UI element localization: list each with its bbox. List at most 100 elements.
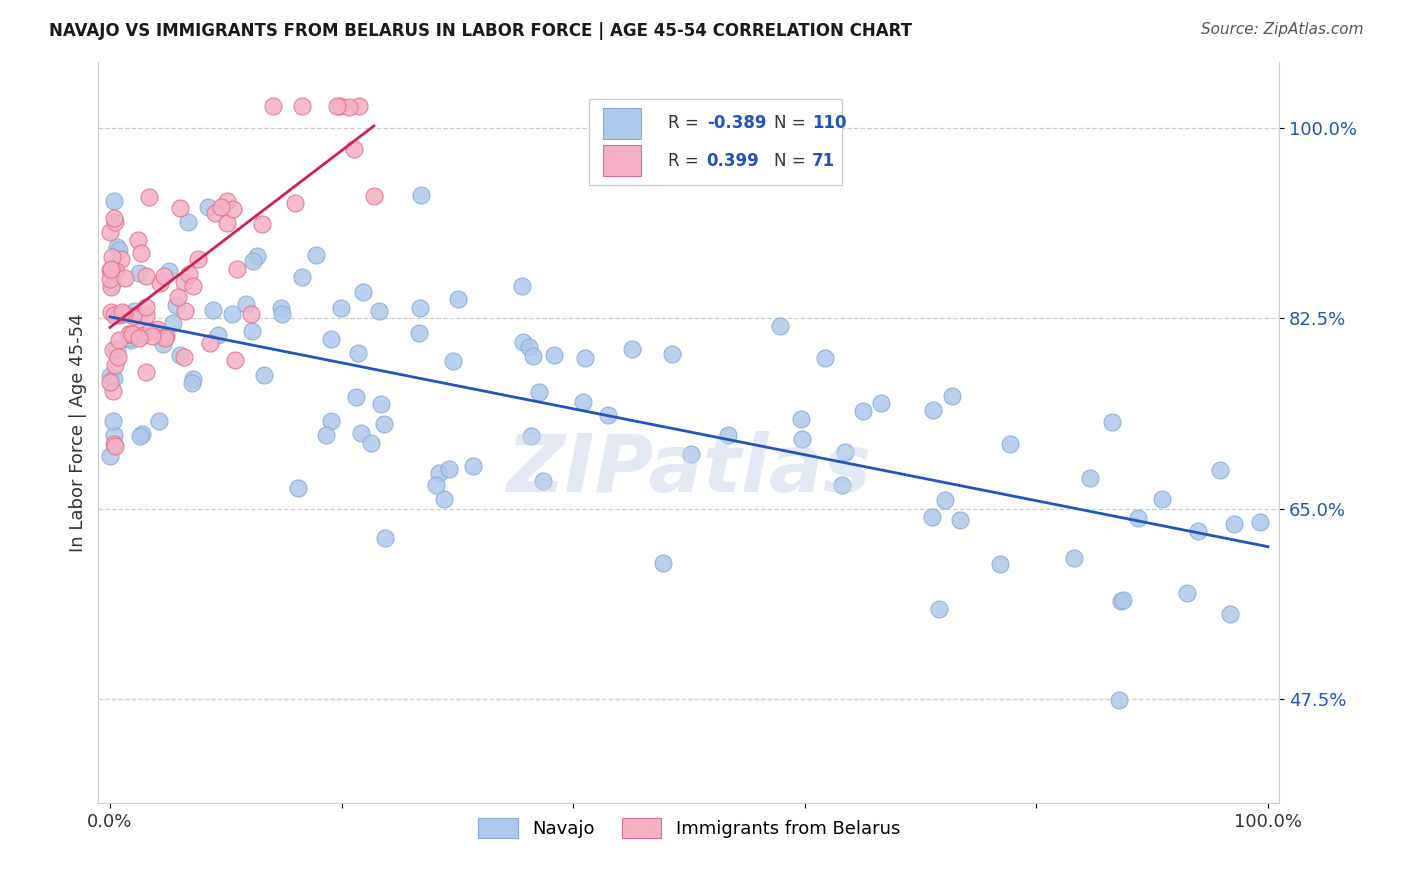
Point	[441, 353, 464, 368]
Point	[167, 290, 190, 304]
Point	[651, 556, 673, 570]
Point	[531, 475, 554, 489]
Point	[129, 246, 152, 260]
Point	[998, 437, 1021, 451]
Point	[1108, 693, 1130, 707]
Point	[121, 326, 143, 341]
Point	[1109, 594, 1132, 608]
Point	[100, 304, 122, 318]
Point	[1063, 550, 1085, 565]
Point	[177, 215, 200, 229]
Point	[103, 428, 125, 442]
Point	[225, 262, 247, 277]
Point	[447, 292, 470, 306]
Point	[100, 280, 122, 294]
Point	[129, 429, 152, 443]
Point	[271, 307, 294, 321]
Point	[105, 240, 128, 254]
Point	[408, 326, 430, 340]
Point	[661, 346, 683, 360]
Point	[209, 200, 232, 214]
Point	[128, 311, 150, 326]
Point	[510, 278, 533, 293]
Point	[107, 333, 129, 347]
Point	[118, 326, 141, 341]
Point	[291, 270, 314, 285]
Point	[103, 308, 125, 322]
Point	[110, 252, 132, 266]
Point	[135, 366, 157, 380]
Point	[118, 327, 141, 342]
Text: Source: ZipAtlas.com: Source: ZipAtlas.com	[1201, 22, 1364, 37]
Point	[425, 478, 447, 492]
Text: R =: R =	[668, 152, 703, 169]
Point	[921, 510, 943, 524]
Point	[789, 412, 811, 426]
Point	[852, 403, 875, 417]
Point	[204, 206, 226, 220]
Point	[221, 308, 243, 322]
Point	[148, 414, 170, 428]
Point	[347, 99, 370, 113]
Point	[111, 305, 134, 319]
Point	[105, 343, 128, 357]
Point	[98, 375, 121, 389]
Legend: Navajo, Immigrants from Belarus: Navajo, Immigrants from Belarus	[471, 810, 907, 846]
Point	[240, 324, 263, 338]
Point	[235, 296, 257, 310]
Point	[112, 307, 135, 321]
Point	[315, 428, 337, 442]
Point	[135, 268, 157, 283]
Text: -0.389: -0.389	[707, 114, 766, 132]
Point	[149, 276, 172, 290]
Point	[543, 348, 565, 362]
Point	[574, 351, 596, 365]
Point	[159, 264, 181, 278]
Point	[197, 200, 219, 214]
Point	[439, 462, 461, 476]
Point	[100, 250, 122, 264]
Point	[103, 194, 125, 208]
Point	[949, 513, 972, 527]
Point	[103, 371, 125, 385]
Point	[104, 264, 127, 278]
Bar	[603, 108, 641, 139]
Point	[284, 196, 307, 211]
Point	[250, 217, 273, 231]
Point	[321, 332, 343, 346]
Point	[321, 413, 343, 427]
Point	[101, 384, 124, 399]
Point	[128, 331, 150, 345]
Point	[222, 202, 245, 216]
Point	[98, 449, 121, 463]
Point	[1152, 491, 1174, 506]
Point	[101, 343, 124, 357]
Point	[1101, 415, 1123, 429]
Point	[352, 285, 374, 300]
Point	[461, 458, 484, 473]
Point	[104, 439, 127, 453]
Point	[346, 346, 368, 360]
Point	[180, 376, 202, 391]
Point	[373, 417, 395, 431]
Point	[330, 301, 353, 315]
Point	[187, 252, 209, 266]
Y-axis label: In Labor Force | Age 45-54: In Labor Force | Age 45-54	[69, 313, 87, 552]
Point	[769, 319, 792, 334]
Point	[152, 337, 174, 351]
Point	[103, 211, 125, 225]
Point	[224, 353, 246, 368]
Point	[98, 272, 121, 286]
Point	[1175, 586, 1198, 600]
Point	[988, 558, 1011, 572]
Point	[239, 307, 262, 321]
Point	[103, 437, 125, 451]
Point	[1223, 516, 1246, 531]
Point	[360, 436, 382, 450]
Point	[217, 216, 239, 230]
Point	[173, 350, 195, 364]
Point	[181, 372, 204, 386]
Point	[145, 322, 167, 336]
Point	[681, 447, 703, 461]
Text: N =: N =	[773, 114, 811, 132]
